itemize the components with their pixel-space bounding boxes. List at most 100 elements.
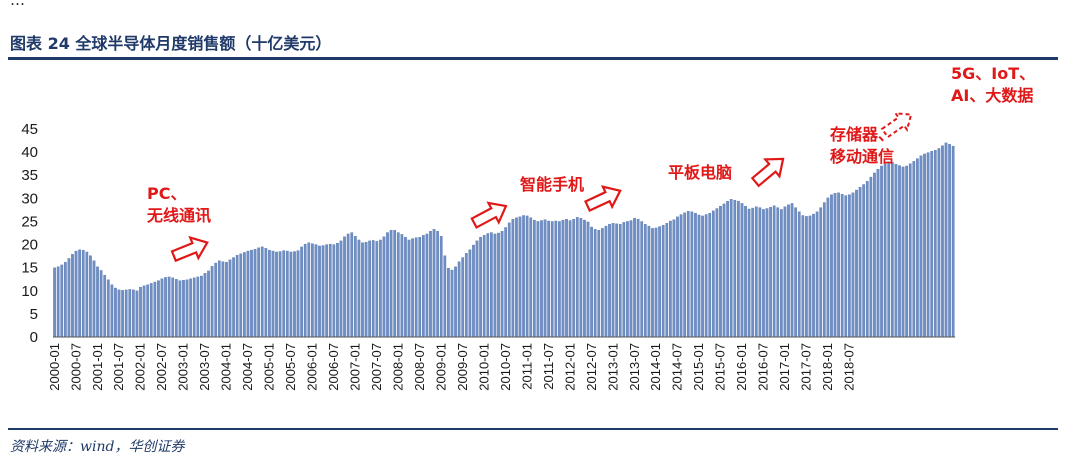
annotation-line: AI、大数据 (951, 86, 1033, 105)
bar (844, 195, 848, 338)
x-tick-label: 2000-07 (68, 343, 83, 391)
bar (479, 237, 482, 338)
bar (686, 211, 690, 338)
bar (167, 276, 171, 338)
bar (364, 242, 368, 338)
bar (937, 148, 941, 338)
x-tick-label: 2016-01 (734, 343, 749, 391)
y-tick-label: 5 (30, 306, 38, 323)
bar (339, 240, 343, 338)
bar (661, 224, 665, 338)
bar (293, 251, 296, 338)
bar (561, 219, 565, 338)
bar (772, 205, 776, 338)
bar (253, 249, 257, 338)
bar (923, 153, 926, 338)
bar (636, 218, 640, 338)
bar (608, 224, 611, 338)
y-tick-label: 25 (21, 213, 38, 230)
bar (797, 211, 801, 338)
bar (132, 289, 135, 338)
bar (676, 216, 679, 338)
annotation-storage: 存储器、移动通信 (830, 125, 894, 166)
bar (124, 289, 128, 338)
bar (747, 208, 751, 338)
bar (382, 236, 386, 338)
arrow-icon (750, 157, 785, 188)
bar (203, 273, 207, 338)
bar (350, 232, 354, 338)
bar (450, 269, 454, 338)
bar (336, 243, 339, 338)
dashed-arrow-shape (880, 112, 913, 139)
bar (128, 289, 132, 338)
bar (200, 275, 203, 338)
bar (221, 261, 225, 338)
bar (214, 262, 218, 338)
bar (751, 207, 755, 338)
bar (121, 290, 124, 338)
bar (722, 203, 726, 338)
bar (114, 287, 117, 338)
footer-rule (8, 428, 1058, 430)
x-tick-label: 2006-07 (326, 343, 341, 391)
bar (192, 277, 196, 338)
bar (547, 220, 550, 338)
x-tick-label: 2018-01 (820, 343, 835, 391)
annotation-line: 移动通信 (830, 147, 894, 166)
x-tick-label: 2003-01 (176, 343, 191, 391)
bar (242, 252, 246, 338)
x-tick-label: 2002-07 (154, 343, 169, 391)
bar (926, 152, 930, 338)
bar (185, 279, 189, 338)
bar (139, 286, 142, 338)
bar (493, 233, 497, 338)
bar (518, 216, 522, 338)
bar (436, 231, 440, 338)
bar (85, 251, 89, 338)
bar (500, 231, 504, 338)
bar (898, 165, 901, 338)
bar (933, 150, 937, 338)
bar (572, 218, 576, 338)
bar (303, 243, 307, 338)
bar (379, 239, 382, 338)
y-tick-label: 15 (21, 260, 38, 277)
bar (515, 217, 518, 338)
bar (808, 215, 812, 338)
x-tick-label: 2015-01 (691, 343, 706, 391)
bar (296, 250, 300, 338)
bar (461, 257, 465, 338)
bar (239, 253, 243, 338)
x-tick-label: 2010-01 (476, 343, 491, 391)
bar (472, 244, 475, 338)
bar (880, 165, 883, 338)
bar (776, 207, 780, 338)
bar (386, 232, 389, 338)
bar (268, 249, 271, 338)
annotation-smartphone: 智能手机 (520, 175, 584, 194)
bar (726, 200, 729, 338)
bar-series (53, 142, 955, 338)
bar (71, 254, 74, 338)
bar (830, 194, 833, 338)
y-tick-label: 35 (21, 167, 38, 184)
bar (590, 226, 593, 338)
bar (733, 200, 737, 338)
bar (812, 213, 815, 338)
bar (282, 250, 286, 338)
bar (912, 161, 916, 338)
bar (490, 232, 493, 338)
bar (497, 232, 500, 338)
bar (404, 237, 407, 338)
annotation-line: 5G、IoT、 (951, 64, 1035, 83)
bar (916, 158, 919, 338)
bar (361, 242, 364, 338)
bar (99, 270, 103, 338)
bar (783, 206, 787, 338)
arrow-icon (880, 112, 913, 139)
x-tick-label: 2007-07 (369, 343, 384, 391)
bar (371, 240, 375, 338)
annotation-line: 智能手机 (520, 175, 584, 194)
bar (429, 231, 432, 338)
